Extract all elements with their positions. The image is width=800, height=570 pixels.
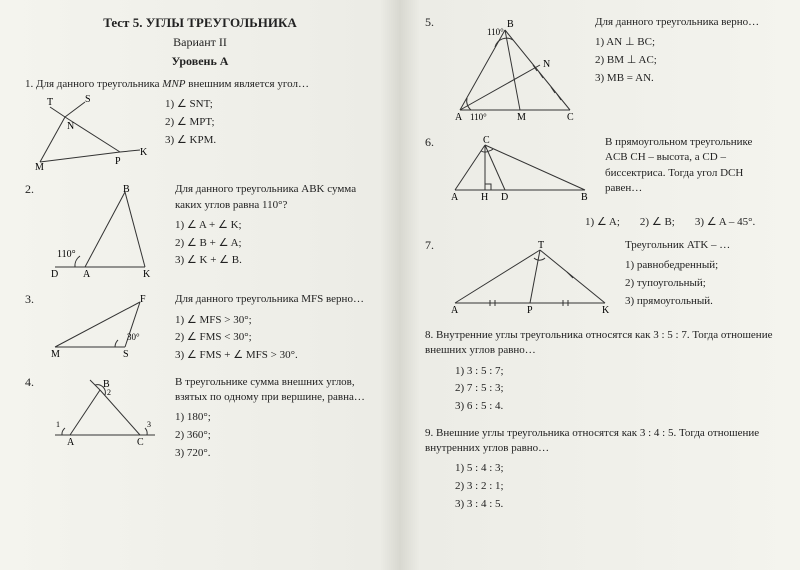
svg-text:110°: 110° xyxy=(57,249,76,260)
svg-text:C: C xyxy=(567,112,574,123)
svg-text:T: T xyxy=(47,97,53,108)
svg-text:H: H xyxy=(481,192,488,203)
svg-text:N: N xyxy=(67,121,74,132)
svg-text:C: C xyxy=(137,437,144,448)
variant: Вариант II xyxy=(25,35,375,50)
svg-text:M: M xyxy=(35,162,44,172)
svg-text:A: A xyxy=(83,269,91,280)
test-title: Тест 5. УГЛЫ ТРЕУГОЛЬНИКА xyxy=(25,15,375,31)
svg-text:D: D xyxy=(51,269,58,280)
q2-diagram: B 110° D A K xyxy=(45,182,165,282)
svg-text:3: 3 xyxy=(147,420,151,429)
svg-text:T: T xyxy=(538,240,544,251)
q3-text: Для данного треугольника MFS верно… 1) ∠… xyxy=(175,292,364,364)
svg-text:S: S xyxy=(123,349,129,360)
q4: 4. B 2 1 xyxy=(25,375,375,463)
q7-text: Треугольник ATK – … 1) равнобедренный; 2… xyxy=(625,238,730,310)
svg-text:30°: 30° xyxy=(127,332,140,342)
q5-diagram: 110° B N A 110° M C xyxy=(445,15,585,125)
q6-text: В прямоугольном треугольнике ACB CH – вы… xyxy=(605,135,775,197)
q5: 5. 1 xyxy=(425,15,775,125)
svg-text:A: A xyxy=(451,305,459,316)
svg-text:N: N xyxy=(543,59,550,70)
q4-text: В треугольнике сумма внешних углов, взят… xyxy=(175,375,375,463)
svg-text:A: A xyxy=(455,112,463,123)
svg-text:1: 1 xyxy=(56,420,60,429)
svg-text:M: M xyxy=(517,112,526,123)
q9-text: 9. Внешние углы треугольника относятся к… xyxy=(425,426,775,457)
q1-options: 1) ∠ SNT; 2) ∠ MPT; 3) ∠ KPM. xyxy=(165,96,216,149)
svg-text:110°: 110° xyxy=(470,112,487,122)
q6-diagram: C A H D B xyxy=(445,135,595,205)
svg-text:B: B xyxy=(123,184,130,195)
q1: T S N M P K 1) ∠ SNT; 2) ∠ MPT; 3) ∠ KPM… xyxy=(25,92,375,172)
q5-text: Для данного треугольника верно… 1) AN ⊥ … xyxy=(595,15,759,87)
q1-text: 1. Для данного треугольника MNP внешним … xyxy=(25,77,375,92)
q2: 2. B 110° D A K Для данн xyxy=(25,182,375,282)
svg-text:S: S xyxy=(85,94,91,105)
q3-diagram: F 30° M S xyxy=(45,292,165,362)
svg-text:B: B xyxy=(581,192,588,203)
svg-text:P: P xyxy=(527,305,533,316)
q2-text: Для данного треугольника ABK сумма каких… xyxy=(175,182,375,270)
q6-options: 1) ∠ A; 2) ∠ B; 3) ∠ A – 45°. xyxy=(585,215,775,228)
q7: 7. T A xyxy=(425,238,775,318)
right-page: 5. 1 xyxy=(400,0,800,570)
left-page: Тест 5. УГЛЫ ТРЕУГОЛЬНИКА Вариант II Уро… xyxy=(0,0,400,570)
q8-text: 8. Внутренние углы треугольника относятс… xyxy=(425,328,775,359)
level: Уровень А xyxy=(25,54,375,69)
q3: 3. F 30° M S Для данного треугольн xyxy=(25,292,375,364)
svg-text:M: M xyxy=(51,349,60,360)
q4-diagram: B 2 1 3 A C xyxy=(45,375,165,450)
svg-text:F: F xyxy=(140,294,146,305)
q7-diagram: T A P K xyxy=(445,238,615,318)
q1-diagram: T S N M P K xyxy=(25,92,155,172)
svg-text:K: K xyxy=(140,147,148,158)
svg-text:B: B xyxy=(507,19,514,30)
svg-text:C: C xyxy=(483,135,490,146)
svg-text:D: D xyxy=(501,192,508,203)
svg-text:K: K xyxy=(602,305,610,316)
q8-options: 1) 3 : 5 : 7; 2) 7 : 5 : 3; 3) 6 : 5 : 4… xyxy=(455,363,775,416)
svg-text:P: P xyxy=(115,156,121,167)
svg-text:A: A xyxy=(451,192,459,203)
svg-text:110°: 110° xyxy=(487,27,504,37)
svg-text:2: 2 xyxy=(107,388,111,397)
q6: 6. C A H D xyxy=(425,135,775,205)
svg-text:K: K xyxy=(143,269,151,280)
svg-text:A: A xyxy=(67,437,75,448)
q9-options: 1) 5 : 4 : 3; 2) 3 : 2 : 1; 3) 3 : 4 : 5… xyxy=(455,460,775,513)
